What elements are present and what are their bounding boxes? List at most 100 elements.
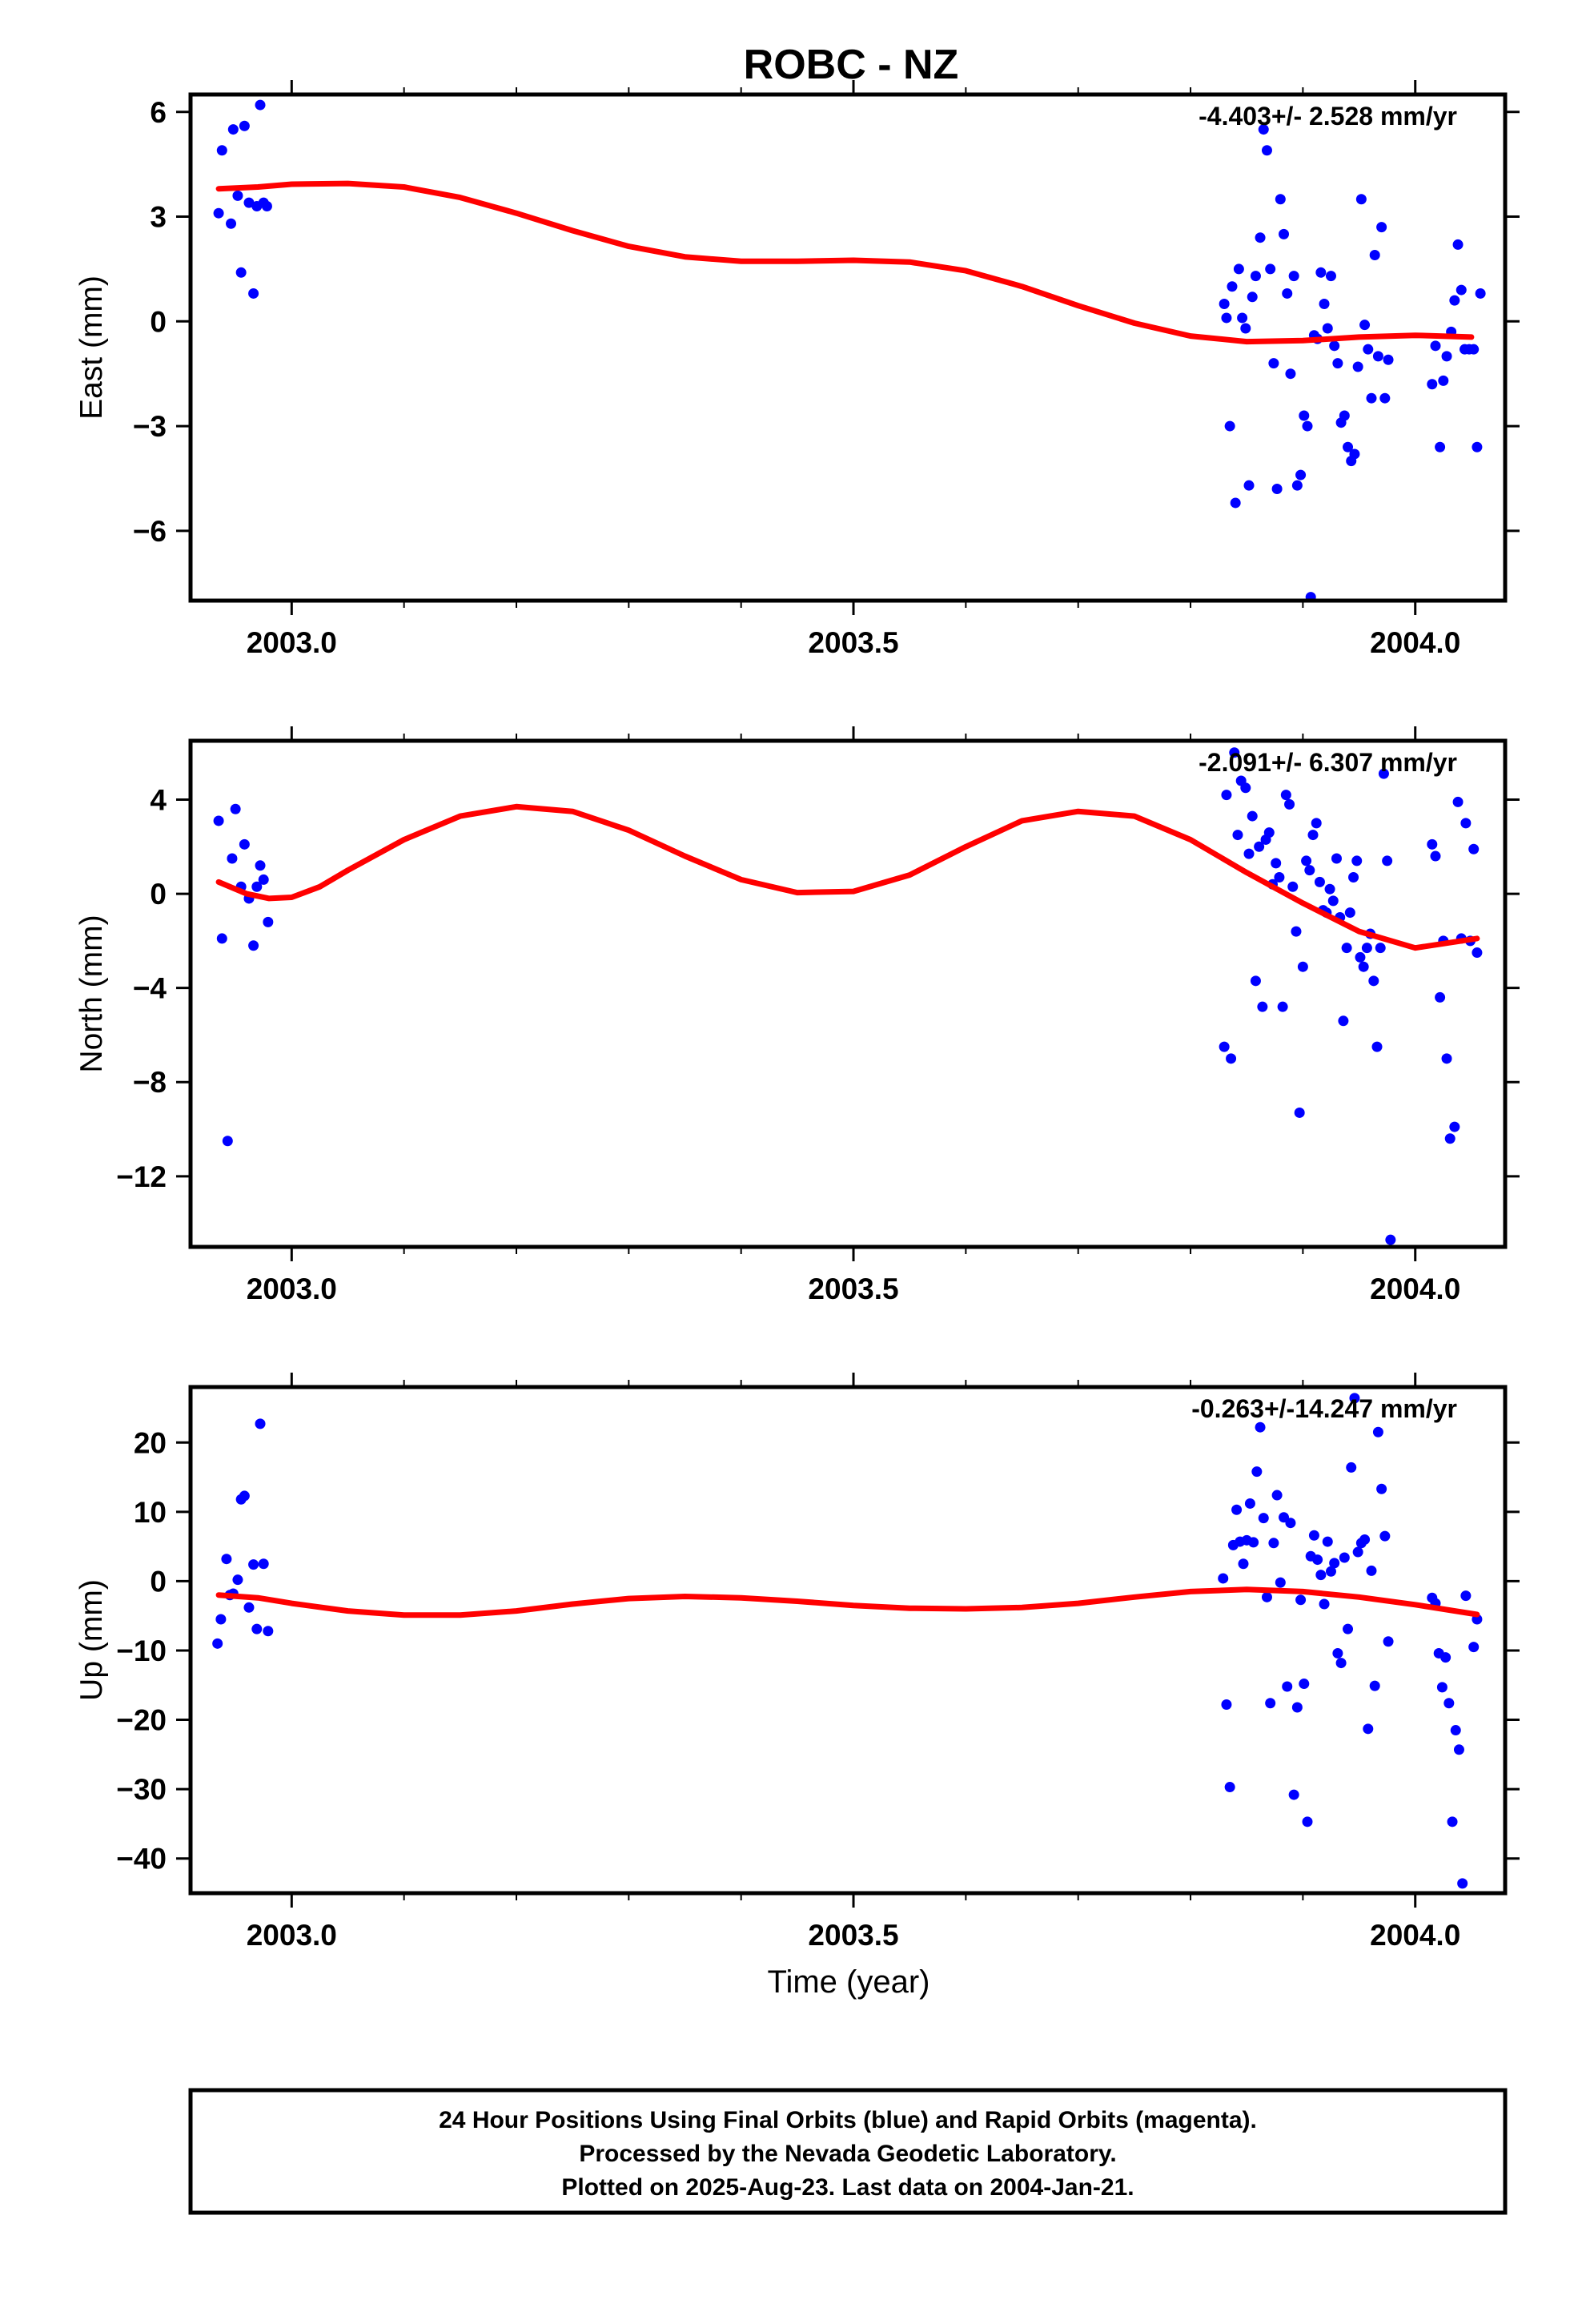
data-point — [1376, 1483, 1387, 1494]
data-point — [1359, 1534, 1371, 1545]
data-point — [1255, 232, 1266, 243]
data-point — [1444, 1133, 1456, 1144]
data-point — [1295, 1594, 1307, 1606]
data-point — [1268, 358, 1279, 369]
data-point — [1348, 871, 1359, 883]
data-point — [1231, 1504, 1243, 1515]
data-point — [1376, 222, 1387, 233]
data-point — [1284, 798, 1295, 810]
data-point — [1219, 299, 1230, 310]
east-panel: 2003.0 2003.5 2004.0 6 3 0 −3 −6 East (mm) -4.403… — [74, 80, 1520, 659]
data-point — [1349, 448, 1360, 460]
north-panel: 2003.0 2003.5 2004.0 4 0 −4 −8 −12 North (mm) -2.… — [74, 726, 1520, 1305]
data-point — [1450, 1725, 1461, 1736]
data-point — [1288, 271, 1299, 282]
data-point — [1301, 855, 1312, 866]
data-point — [1307, 830, 1319, 841]
data-point — [232, 1574, 243, 1586]
data-point — [1277, 1001, 1288, 1012]
data-point — [1441, 351, 1452, 362]
data-point — [239, 838, 250, 850]
data-point — [1355, 194, 1367, 205]
y-axis-label: North (mm) — [74, 915, 109, 1072]
data-point — [216, 933, 227, 944]
data-point — [1352, 361, 1363, 372]
data-point — [248, 287, 259, 299]
data-point — [1329, 1558, 1340, 1569]
x-tick-label: 2003.5 — [808, 626, 898, 659]
data-point — [1285, 1518, 1296, 1529]
data-point — [1224, 420, 1235, 432]
data-point — [1332, 358, 1343, 369]
caption-line-1: 24 Hour Positions Using Final Orbits (bl… — [439, 2107, 1257, 2133]
plot-frame — [188, 738, 1508, 1249]
data-point — [1221, 1699, 1232, 1711]
y-tick-label: 6 — [150, 96, 167, 129]
data-point — [1244, 1498, 1255, 1509]
data-point — [1221, 312, 1232, 324]
data-point — [215, 1614, 227, 1625]
rate-annotation: -0.263+/-14.247 mm/yr — [1191, 1394, 1457, 1423]
data-point — [1372, 1426, 1383, 1437]
y-tick-label: −10 — [116, 1634, 167, 1667]
data-point — [1271, 484, 1283, 495]
y-tick-label: 0 — [150, 878, 167, 911]
data-point — [1427, 379, 1438, 390]
y-tick-label: −4 — [133, 972, 167, 1005]
data-point — [1452, 239, 1464, 250]
data-point — [1325, 1566, 1336, 1577]
data-point — [1452, 796, 1464, 807]
data-point — [1332, 1647, 1343, 1659]
data-point — [1230, 497, 1241, 509]
data-point — [1257, 1001, 1268, 1012]
data-point — [239, 1490, 250, 1502]
y-tick-label: 0 — [150, 1565, 167, 1598]
data-point — [1251, 1466, 1263, 1478]
caption-box — [188, 2088, 1508, 2215]
data-point — [1299, 410, 1310, 421]
data-point — [1460, 818, 1472, 829]
data-point — [1285, 368, 1296, 380]
data-point — [1331, 853, 1342, 864]
data-point — [1294, 1107, 1305, 1118]
data-point — [1258, 124, 1269, 135]
data-point — [243, 197, 255, 208]
data-point — [1449, 295, 1460, 306]
data-point — [1275, 1577, 1286, 1588]
data-point — [1435, 991, 1446, 1003]
fit-curve — [215, 1586, 1480, 1618]
data-point — [1280, 790, 1291, 801]
data-point — [216, 145, 227, 156]
data-point — [258, 874, 269, 885]
data-point — [1261, 145, 1272, 156]
data-point — [1385, 1234, 1396, 1245]
data-point — [1263, 827, 1275, 838]
data-point — [1288, 1789, 1299, 1800]
data-point — [1295, 469, 1307, 480]
data-point — [1319, 1598, 1330, 1610]
data-point — [1341, 943, 1352, 954]
up-panel: 2003.0 2003.5 2004.0 20 10 0 −10 −20 −30 −40 Up (m… — [74, 1373, 1520, 1952]
data-point — [251, 881, 263, 892]
data-point — [1302, 420, 1313, 432]
data-point — [1287, 881, 1299, 892]
data-point — [1299, 1679, 1310, 1690]
y-tick-label: 4 — [150, 783, 167, 816]
data-point — [1440, 1652, 1452, 1663]
data-point — [251, 1623, 263, 1634]
fit-curve — [215, 803, 1480, 951]
data-point — [1468, 843, 1480, 854]
data-point — [239, 120, 250, 131]
data-point — [1346, 1462, 1357, 1473]
data-point — [1291, 1702, 1303, 1713]
x-tick-label: 2003.5 — [808, 1273, 898, 1305]
data-point — [1329, 340, 1340, 352]
data-point — [1282, 1681, 1293, 1692]
data-point — [1438, 375, 1449, 386]
data-point — [1372, 351, 1383, 362]
data-point — [1338, 1015, 1349, 1027]
data-point — [1255, 1421, 1266, 1433]
data-point — [1250, 271, 1261, 282]
fit-curve — [215, 180, 1475, 345]
data-point — [1268, 1538, 1279, 1549]
